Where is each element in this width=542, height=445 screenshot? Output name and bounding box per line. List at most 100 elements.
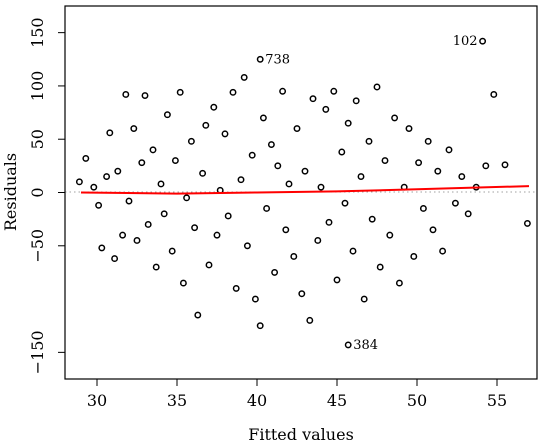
data-point <box>279 87 287 95</box>
data-point <box>490 91 498 98</box>
point-label: 384 <box>353 338 378 353</box>
y-tick-label: 100 <box>28 71 47 102</box>
data-point <box>119 231 127 239</box>
data-point <box>138 159 146 167</box>
data-point <box>232 284 240 292</box>
data-point <box>501 161 509 169</box>
data-point <box>229 88 237 96</box>
data-point <box>133 237 141 244</box>
data-point <box>338 148 346 156</box>
data-point <box>424 137 432 145</box>
data-point <box>114 167 122 175</box>
data-point <box>251 295 259 303</box>
x-tick-label: 45 <box>327 391 347 410</box>
labeled-points: 738 102 384 <box>256 34 487 353</box>
data-point <box>381 157 389 164</box>
data-point <box>194 311 202 319</box>
y-axis-label: Residuals <box>1 153 20 231</box>
x-tick-label: 50 <box>407 391 427 410</box>
data-point <box>523 219 531 227</box>
labeled-data-point <box>479 37 487 45</box>
fit-line <box>80 185 530 195</box>
data-point <box>141 92 149 99</box>
point-label: 102 <box>453 34 478 49</box>
data-point <box>152 263 160 271</box>
data-point <box>168 247 176 255</box>
data-points <box>75 73 531 330</box>
data-point <box>306 316 314 324</box>
data-point <box>267 141 275 148</box>
data-point <box>144 221 152 228</box>
data-point <box>90 183 98 191</box>
x-axis-label: Fitted values <box>248 425 354 444</box>
data-point <box>415 159 423 167</box>
data-point <box>157 180 165 188</box>
data-point <box>445 146 453 154</box>
data-point <box>130 125 138 133</box>
data-point <box>125 197 133 205</box>
data-point <box>301 167 309 175</box>
data-point <box>176 88 184 96</box>
data-point <box>464 210 472 218</box>
data-point <box>205 261 213 269</box>
y-tick-label: −50 <box>28 229 47 263</box>
data-point <box>183 194 191 202</box>
data-point <box>179 279 187 287</box>
data-point <box>221 130 229 138</box>
data-point <box>352 97 360 105</box>
data-point <box>357 173 365 180</box>
x-axis: 30 35 40 45 50 55 <box>87 378 507 410</box>
data-point <box>293 125 301 133</box>
data-point <box>213 231 221 239</box>
data-point <box>210 103 218 111</box>
data-point <box>298 290 306 298</box>
data-point <box>344 119 352 127</box>
data-point <box>429 226 437 234</box>
data-point <box>149 146 157 154</box>
data-point <box>391 114 399 122</box>
data-point <box>325 218 333 226</box>
data-point <box>333 276 341 284</box>
data-point <box>330 87 338 95</box>
data-point <box>368 215 376 223</box>
labeled-data-point <box>344 341 352 349</box>
data-point <box>482 162 490 170</box>
data-point <box>373 83 381 91</box>
data-point <box>111 255 119 263</box>
data-point <box>309 95 317 103</box>
data-point <box>122 91 130 98</box>
x-tick-label: 40 <box>247 391 267 410</box>
data-point <box>274 162 282 170</box>
data-point <box>256 322 264 330</box>
y-axis: −150 −50 0 50 100 150 <box>28 17 66 374</box>
data-point <box>160 210 168 218</box>
data-point <box>405 125 413 133</box>
data-point <box>282 226 290 234</box>
data-point <box>103 173 111 180</box>
data-point <box>259 114 267 122</box>
data-point <box>243 242 251 250</box>
y-tick-label: 0 <box>28 187 47 197</box>
data-point <box>317 183 325 191</box>
data-point <box>187 137 195 145</box>
data-point <box>360 295 368 303</box>
data-point <box>365 137 373 145</box>
data-point <box>341 199 349 207</box>
data-point <box>376 263 384 271</box>
labeled-data-point <box>256 55 264 63</box>
data-point <box>395 279 403 287</box>
point-label: 738 <box>265 52 290 67</box>
x-tick-label: 55 <box>487 391 507 410</box>
data-point <box>163 111 171 119</box>
data-point <box>202 121 210 129</box>
data-point <box>95 201 103 209</box>
data-point <box>248 151 256 159</box>
data-point <box>386 231 394 239</box>
y-tick-label: −150 <box>28 330 47 374</box>
data-point <box>171 157 179 164</box>
data-point <box>98 244 106 252</box>
data-point <box>349 247 357 255</box>
data-point <box>451 199 459 207</box>
x-tick-label: 30 <box>87 391 107 410</box>
